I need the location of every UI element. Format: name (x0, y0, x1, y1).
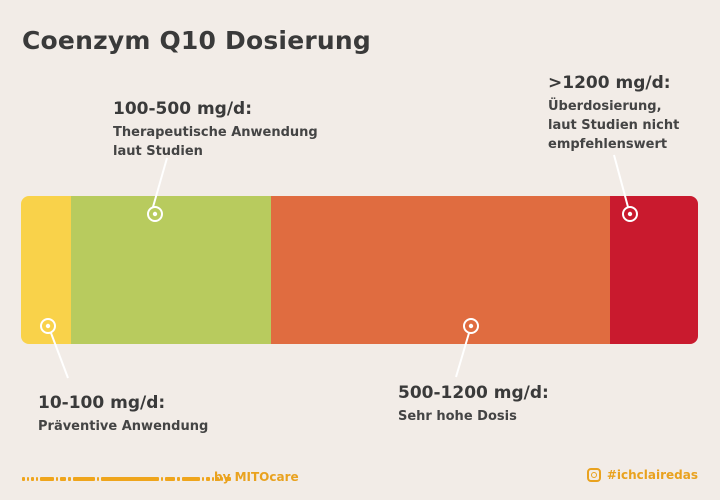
label-10-100-range: 10-100 mg/d: (38, 393, 166, 413)
dosage-scale-bar (21, 196, 698, 344)
segment-100-500 (71, 196, 271, 344)
segment-over-1200 (610, 196, 698, 344)
label-over-1200-desc-line2: laut Studien nicht (548, 118, 680, 133)
footer-decorative-bars (22, 476, 231, 482)
label-100-500-desc-line2: laut Studien (113, 144, 203, 159)
segment-10-100 (21, 196, 71, 344)
label-over-1200-desc-line1: Überdosierung, (548, 99, 662, 114)
label-over-1200-desc: Überdosierung, laut Studien nicht empfeh… (548, 97, 679, 154)
footer-brand: by MITOcare (214, 470, 299, 484)
label-500-1200: 500-1200 mg/d: Sehr hohe Dosis (398, 382, 549, 426)
label-500-1200-desc: Sehr hohe Dosis (398, 409, 517, 424)
instagram-icon (586, 468, 601, 482)
label-100-500-desc: Therapeutische Anwendung laut Studien (113, 123, 318, 161)
segment-500-1200 (271, 196, 610, 344)
page-title: Coenzym Q10 Dosierung (22, 26, 371, 55)
footer-handle: #ichclairedas (606, 468, 698, 482)
label-100-500-desc-line1: Therapeutische Anwendung (113, 125, 318, 140)
label-over-1200-range: >1200 mg/d: (548, 73, 671, 93)
label-500-1200-range: 500-1200 mg/d: (398, 383, 549, 403)
label-100-500: 100-500 mg/d: Therapeutische Anwendung l… (113, 98, 318, 161)
label-10-100: 10-100 mg/d: Präventive Anwendung (38, 392, 208, 436)
label-over-1200: >1200 mg/d: Überdosierung, laut Studien … (548, 72, 679, 154)
footer-social: #ichclairedas (586, 468, 698, 482)
label-100-500-range: 100-500 mg/d: (113, 99, 253, 119)
label-over-1200-desc-line3: empfehlenswert (548, 137, 668, 152)
label-10-100-desc: Präventive Anwendung (38, 419, 209, 434)
